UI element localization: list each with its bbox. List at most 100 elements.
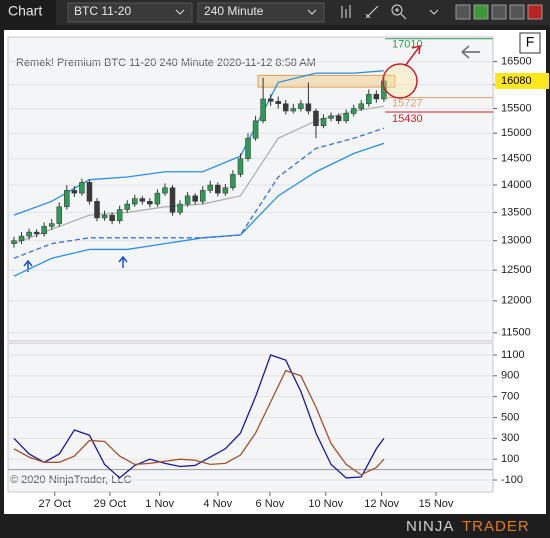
candle-body (237, 158, 244, 175)
candle-body (86, 182, 93, 202)
band-line (13, 70, 384, 216)
y-tick-label: 15000 (501, 127, 532, 139)
y-tick-label: 12000 (501, 295, 532, 307)
candle-body (48, 223, 55, 227)
candle-body (132, 198, 138, 205)
instrument-select[interactable] (67, 2, 193, 23)
candle-body (184, 195, 191, 205)
y-tick-label: 500 (501, 411, 519, 423)
candle-body (328, 115, 334, 119)
candle-body (101, 214, 108, 219)
x-tick-label: 10 Nov (308, 498, 343, 510)
y-tick-label: 700 (501, 391, 519, 403)
candle-body (290, 108, 297, 112)
price-tag-label: 16080 (501, 75, 532, 87)
candle-body (267, 98, 274, 102)
close-button[interactable] (527, 4, 543, 20)
candle-body (199, 190, 206, 202)
candle-body (147, 201, 153, 205)
window-button[interactable] (509, 4, 525, 20)
y-tick-label: 1100 (501, 349, 525, 361)
x-tick-label: 15 Nov (419, 498, 454, 510)
x-tick-label: 1 Nov (145, 498, 174, 510)
panel-button-label: F (526, 34, 535, 50)
window-title: Chart (8, 3, 42, 19)
candle-body (94, 201, 100, 219)
candle-body (350, 108, 357, 114)
highlight-circle (382, 63, 418, 99)
candle-body (207, 184, 214, 191)
instrument: BTC 11-20 (74, 4, 131, 18)
candle-body (33, 231, 40, 235)
toolbar-icons[interactable] (341, 4, 439, 20)
y-tick-label: 11500 (501, 327, 531, 339)
candle-body (313, 110, 319, 126)
window-button[interactable] (491, 4, 507, 20)
candle-body (222, 187, 229, 194)
signal-arrow (23, 255, 128, 272)
candle-body (335, 115, 342, 122)
candle-body (320, 118, 327, 126)
window-button[interactable] (473, 4, 489, 20)
candle-body (230, 174, 236, 188)
oscillator-line (13, 369, 385, 476)
candle-body (41, 226, 47, 235)
candle-body (124, 203, 130, 210)
y-tick-label: 13000 (501, 235, 532, 247)
x-tick-label: 12 Nov (364, 498, 399, 510)
candle-body (109, 214, 115, 221)
target-arrow (404, 45, 421, 67)
toolbar-tab (0, 0, 56, 25)
y-tick-label: 100 (501, 453, 519, 465)
candle-body (169, 187, 176, 213)
y-tick-label: 14500 (501, 153, 532, 165)
panel-button[interactable] (519, 32, 541, 54)
candle-body (64, 190, 70, 208)
window-button[interactable] (455, 4, 471, 20)
candle-body (79, 182, 85, 194)
chart-title: Remek! Premium BTC 11-20 240 Minute 2020… (16, 57, 316, 69)
candle-body (298, 103, 304, 109)
candle-body (366, 93, 372, 105)
candle-body (18, 235, 25, 241)
level-label: 15727 (392, 98, 423, 110)
interval-select[interactable] (197, 2, 325, 23)
candle-body (373, 93, 380, 100)
x-tick-label: 27 Oct (39, 498, 71, 510)
candle-body (116, 209, 123, 221)
y-tick-label: 15500 (501, 102, 532, 114)
x-tick-label: 6 Nov (256, 498, 285, 510)
back-arrow[interactable] (461, 45, 480, 59)
price-zone (257, 74, 396, 88)
y-tick-label: 16500 (501, 56, 532, 68)
candle-body (260, 98, 266, 122)
x-tick-label: 29 Oct (94, 498, 126, 510)
candle-body (139, 198, 146, 202)
y-tick-label: 300 (501, 432, 519, 444)
dropdown-icon (175, 9, 185, 15)
y-tick-label: 12500 (501, 264, 532, 276)
interval: 240 Minute (204, 4, 264, 18)
y-tick-label: 900 (501, 370, 519, 382)
candle-body (26, 231, 32, 237)
candle-body (215, 184, 221, 194)
band-line (13, 127, 385, 259)
y-tick-label: 13500 (501, 206, 532, 218)
y-tick-label: 14000 (501, 179, 532, 191)
candle-body (154, 192, 161, 205)
candle-body (343, 113, 349, 122)
logo-right: TRADER (462, 518, 530, 535)
candle-body (192, 195, 198, 202)
footer (0, 514, 550, 538)
x-tick-label: 4 Nov (203, 498, 232, 510)
candle-body (162, 187, 168, 194)
candle-body (252, 120, 259, 139)
candle-body (56, 206, 63, 224)
y-tick-label: -100 (501, 474, 523, 486)
candle-body (245, 137, 251, 159)
level-label: 15430 (392, 113, 423, 125)
candle-body (275, 101, 281, 105)
candle-body (11, 240, 17, 244)
